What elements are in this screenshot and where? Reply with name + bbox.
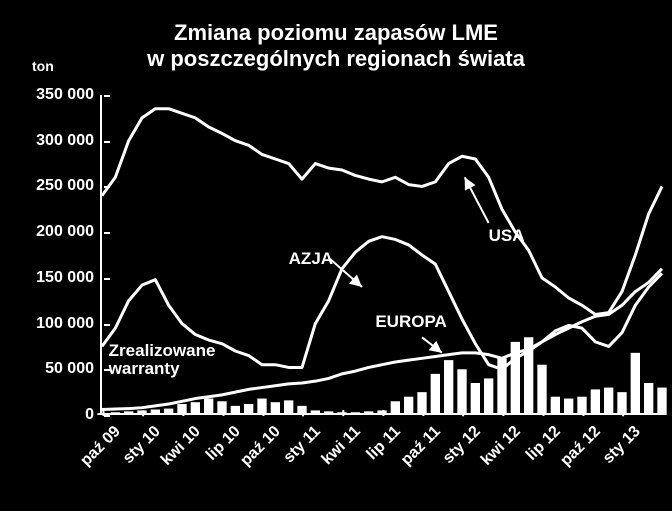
bar: [604, 388, 613, 415]
y-tick: 200 000: [36, 223, 102, 241]
bar: [457, 369, 466, 415]
bar: [191, 402, 200, 415]
bar: [164, 409, 173, 415]
y-tick: 100 000: [36, 315, 102, 333]
lme-stocks-chart: Zmiana poziomu zapasów LME w poszczególn…: [0, 0, 672, 511]
y-axis-unit: ton: [32, 58, 54, 74]
bar: [364, 411, 373, 415]
bar: [111, 412, 120, 415]
annotation-arrow: [465, 177, 489, 223]
bar: [564, 399, 573, 415]
bar: [484, 378, 493, 415]
annotation-azja: AZJA: [289, 250, 333, 268]
bar: [151, 410, 160, 415]
bar: [537, 365, 546, 415]
y-tick: 150 000: [36, 269, 102, 287]
bar: [404, 397, 413, 415]
bar: [644, 383, 653, 415]
annotation-arrow: [422, 337, 442, 353]
bar: [351, 412, 360, 415]
title-line-2: w poszczególnych regionach świata: [0, 46, 672, 72]
bar: [284, 400, 293, 415]
bar: [591, 389, 600, 415]
annotation-arrow: [329, 258, 362, 287]
x-tick: sty 13: [590, 413, 645, 468]
bar: [244, 404, 253, 415]
title-line-1: Zmiana poziomu zapasów LME: [0, 20, 672, 46]
chart-title: Zmiana poziomu zapasów LME w poszczególn…: [0, 20, 672, 72]
y-tick: 300 000: [36, 132, 102, 150]
bar: [324, 411, 333, 415]
bar: [124, 411, 133, 415]
series-europa: [102, 269, 662, 410]
bar: [471, 383, 480, 415]
annotation-europa: EUROPA: [375, 313, 446, 331]
bar: [271, 402, 280, 415]
bar: [231, 406, 240, 415]
bar: [431, 374, 440, 415]
bar: [204, 399, 213, 415]
bar: [444, 360, 453, 415]
bar: [311, 410, 320, 415]
y-tick: 350 000: [36, 86, 102, 104]
annotation-zrealizowane warranty: Zrealizowane warranty: [109, 342, 216, 378]
series-usa: [102, 109, 662, 315]
bar: [631, 353, 640, 415]
annotation-usa: USA: [489, 227, 525, 245]
bar: [551, 397, 560, 415]
bar: [391, 401, 400, 415]
y-tick: 50 000: [45, 360, 102, 378]
bar: [657, 388, 666, 415]
y-tick: 250 000: [36, 177, 102, 195]
plot-area: 050 000100 000150 000200 000250 000300 0…: [100, 95, 660, 415]
